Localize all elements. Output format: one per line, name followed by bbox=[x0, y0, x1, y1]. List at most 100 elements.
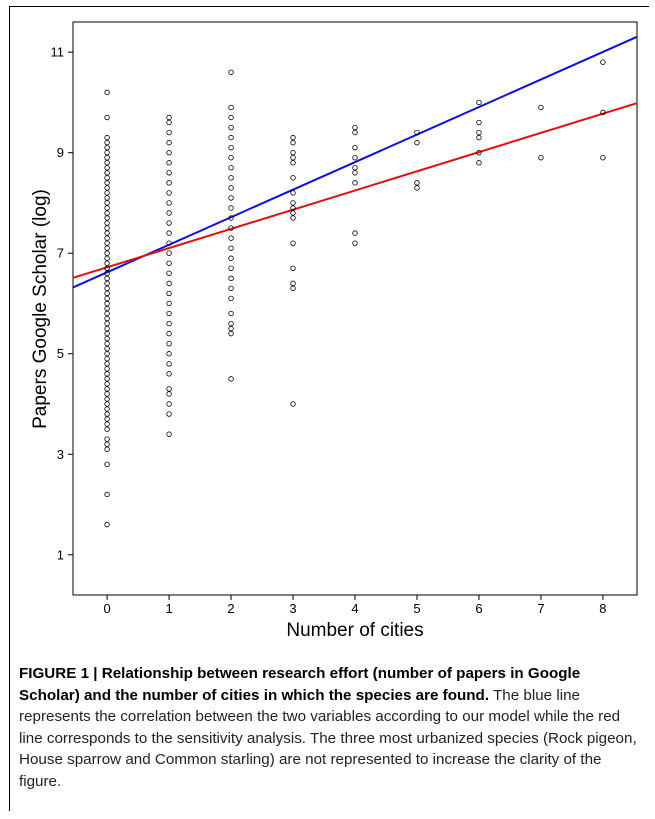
x-tick-label: 8 bbox=[599, 601, 606, 616]
data-point bbox=[104, 406, 110, 412]
regression-lines bbox=[72, 35, 638, 289]
data-point bbox=[352, 240, 358, 246]
data-point bbox=[104, 275, 110, 282]
data-point bbox=[166, 401, 172, 407]
data-point bbox=[104, 346, 110, 352]
data-point bbox=[228, 165, 234, 171]
data-point bbox=[104, 270, 110, 277]
data-point bbox=[166, 270, 172, 277]
data-point bbox=[104, 89, 110, 96]
y-tick-label: 3 bbox=[57, 447, 64, 462]
data-point bbox=[104, 285, 110, 292]
data-point bbox=[228, 310, 234, 317]
data-point bbox=[104, 310, 110, 317]
data-point bbox=[166, 320, 172, 327]
figure-frame-top-border bbox=[9, 6, 649, 7]
data-point bbox=[104, 165, 110, 171]
data-point bbox=[476, 134, 482, 141]
data-point bbox=[228, 104, 234, 111]
data-point bbox=[352, 165, 358, 171]
data-point bbox=[166, 250, 172, 256]
data-point bbox=[166, 160, 172, 166]
data-point bbox=[104, 245, 110, 251]
data-point bbox=[104, 155, 110, 161]
data-point bbox=[104, 391, 110, 397]
data-point bbox=[104, 260, 110, 266]
data-point bbox=[104, 180, 110, 186]
data-point bbox=[104, 134, 110, 141]
data-point bbox=[104, 361, 110, 367]
data-point bbox=[476, 99, 482, 106]
data-point bbox=[104, 200, 110, 206]
data-point bbox=[104, 149, 110, 156]
data-point bbox=[104, 381, 110, 387]
data-point bbox=[166, 170, 172, 176]
data-point bbox=[104, 265, 110, 271]
data-point bbox=[166, 180, 172, 186]
data-point bbox=[166, 114, 172, 121]
data-point bbox=[104, 441, 110, 447]
data-point bbox=[290, 280, 296, 287]
data-point bbox=[104, 366, 110, 372]
data-point bbox=[228, 155, 234, 161]
data-point bbox=[104, 175, 110, 181]
data-point bbox=[104, 436, 110, 442]
data-point bbox=[476, 149, 482, 156]
data-point bbox=[290, 139, 296, 146]
data-point bbox=[476, 129, 482, 136]
data-point bbox=[228, 134, 234, 141]
data-point bbox=[104, 280, 110, 287]
data-point bbox=[104, 396, 110, 402]
data-point bbox=[166, 386, 172, 392]
data-point bbox=[290, 175, 296, 181]
data-point bbox=[166, 340, 172, 347]
data-point bbox=[166, 129, 172, 136]
data-point bbox=[476, 119, 482, 126]
data-point bbox=[414, 180, 420, 186]
data-point bbox=[104, 305, 110, 312]
figure-caption: FIGURE 1 | Relationship between research… bbox=[19, 663, 645, 792]
data-point bbox=[290, 134, 296, 141]
data-point bbox=[104, 416, 110, 422]
x-axis-title: Number of cities bbox=[286, 620, 423, 641]
data-point bbox=[228, 295, 234, 302]
data-point bbox=[104, 320, 110, 327]
data-point bbox=[104, 290, 110, 297]
data-point bbox=[104, 170, 110, 176]
data-point bbox=[166, 220, 172, 226]
y-tick-label: 5 bbox=[57, 346, 64, 361]
data-point bbox=[290, 155, 296, 161]
data-point bbox=[414, 185, 420, 191]
data-point bbox=[166, 200, 172, 206]
data-point bbox=[228, 275, 234, 282]
data-point bbox=[104, 295, 110, 302]
x-axis: 0 1 2 3 4 5 6 7 8 bbox=[103, 595, 607, 616]
data-point bbox=[104, 230, 110, 236]
data-point bbox=[290, 401, 296, 407]
plot-panel bbox=[72, 21, 638, 596]
data-point bbox=[228, 124, 234, 131]
data-point bbox=[104, 225, 110, 231]
data-point bbox=[166, 391, 172, 397]
data-point bbox=[352, 129, 358, 136]
y-tick-label: 9 bbox=[57, 145, 64, 160]
data-points bbox=[104, 59, 606, 528]
caption-title: FIGURE 1 | Relationship between research… bbox=[19, 665, 581, 704]
data-point bbox=[290, 240, 296, 246]
data-point bbox=[228, 144, 234, 151]
data-point bbox=[228, 376, 234, 382]
data-point bbox=[104, 330, 110, 337]
data-point bbox=[228, 225, 234, 231]
data-point bbox=[166, 371, 172, 377]
data-point bbox=[166, 300, 172, 307]
data-point bbox=[104, 401, 110, 407]
x-tick-label: 3 bbox=[289, 601, 296, 616]
data-point bbox=[104, 340, 110, 347]
data-point bbox=[166, 260, 172, 266]
data-point bbox=[352, 155, 358, 161]
data-point bbox=[352, 180, 358, 186]
x-tick-label: 2 bbox=[227, 601, 234, 616]
data-point bbox=[104, 220, 110, 226]
x-tick-label: 7 bbox=[537, 601, 544, 616]
data-point bbox=[104, 210, 110, 216]
